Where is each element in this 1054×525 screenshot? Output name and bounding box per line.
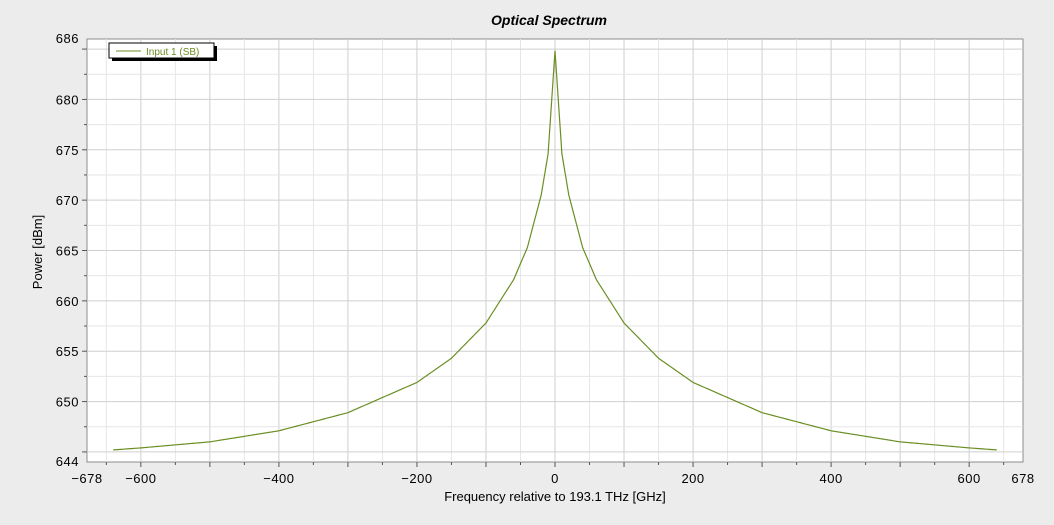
x-tick-label: 678 xyxy=(1011,471,1034,486)
grid-lines xyxy=(87,39,1023,462)
series-layer xyxy=(113,50,997,451)
y-tick-label: 660 xyxy=(56,294,79,309)
legend[interactable]: Input 1 (SB) xyxy=(108,42,217,61)
x-tick-label: −400 xyxy=(263,471,294,486)
axis-ticks xyxy=(82,48,1005,467)
legend-entry-input-1: Input 1 (SB) xyxy=(146,47,199,58)
y-tick-label: 644 xyxy=(56,454,79,469)
y-tick-label: 665 xyxy=(56,244,79,259)
y-axis-title: Power [dBm] xyxy=(30,215,45,289)
x-tick-label: 600 xyxy=(958,471,981,486)
series-line-1[interactable] xyxy=(113,50,997,451)
x-tick-label: −200 xyxy=(401,471,432,486)
legend-box xyxy=(108,42,215,59)
y-tick-label: 686 xyxy=(56,31,79,46)
x-tick-label: −600 xyxy=(125,471,156,486)
x-axis-title: Frequency relative to 193.1 THz [GHz] xyxy=(444,489,666,504)
y-tick-label: 670 xyxy=(56,193,79,208)
x-tick-label: 200 xyxy=(681,471,704,486)
y-tick-label: 680 xyxy=(56,92,79,107)
chart-title: Optical Spectrum xyxy=(491,12,607,28)
y-tick-label: 650 xyxy=(56,395,79,410)
x-tick-label: 400 xyxy=(820,471,843,486)
tick-labels: −678 −600 −400 −200 0 200 400 600 678 644 650 655 66… xyxy=(56,31,1034,486)
x-tick-label: 0 xyxy=(551,471,559,486)
x-tick-label: −678 xyxy=(71,471,102,486)
y-tick-label: 675 xyxy=(56,143,79,158)
y-tick-label: 655 xyxy=(56,344,79,359)
